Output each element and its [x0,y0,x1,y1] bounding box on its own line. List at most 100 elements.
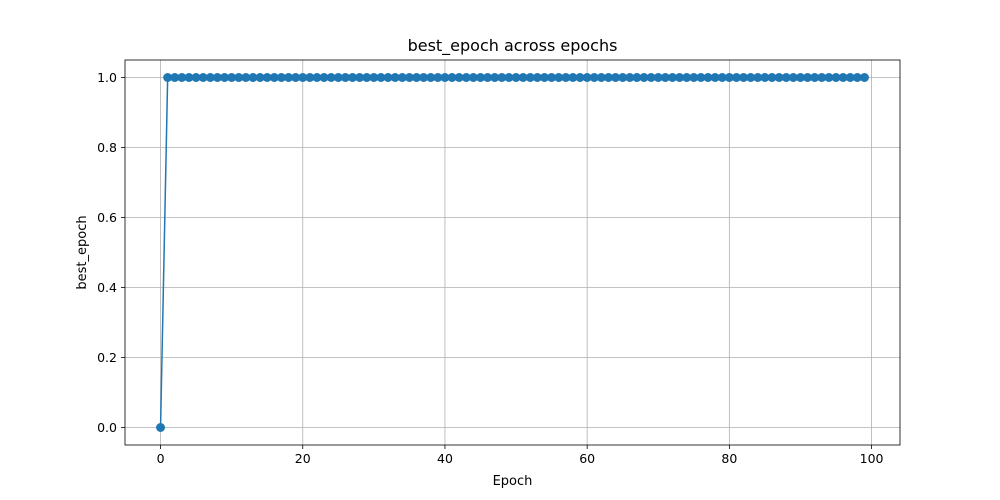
data-point [305,73,315,82]
data-point [170,73,180,82]
data-point [333,73,343,82]
data-point [817,73,827,82]
data-point [532,73,542,82]
y-tick-label: 0.2 [97,350,117,365]
data-point [212,73,222,82]
data-point [803,73,813,82]
x-tick-label: 0 [157,451,165,466]
data-point [433,73,443,82]
data-point [710,73,720,82]
data-point [234,73,244,82]
data-point [348,73,358,82]
data-point [682,73,692,82]
data-point [561,73,571,82]
x-tick-label: 20 [295,451,311,466]
data-point [667,73,677,82]
data-point [739,73,749,82]
data-point [603,73,613,82]
data-point [781,73,791,82]
data-point [717,73,727,82]
data-point [284,73,294,82]
data-point [426,73,436,82]
data-point [497,73,507,82]
data-point [390,73,400,82]
data-point [675,73,685,82]
data-point [596,73,606,82]
data-point [746,73,756,82]
data-point [653,73,663,82]
data-point [838,73,848,82]
data-point [177,73,187,82]
data-point [220,73,230,82]
y-tick-label: 1.0 [97,70,117,85]
data-point [525,73,535,82]
data-point [476,73,486,82]
data-point [440,73,450,82]
data-point [340,73,350,82]
data-point [539,73,549,82]
data-point [326,73,336,82]
x-axis-label: Epoch [493,474,533,489]
series-line [159,76,865,428]
grid [125,60,900,445]
data-point [397,73,407,82]
data-point [483,73,493,82]
data-point [689,73,699,82]
data-point [312,73,322,82]
series-layer [156,73,869,432]
data-point [461,73,471,82]
data-point [269,73,279,82]
x-tick-label: 100 [860,451,884,466]
data-point [447,73,457,82]
data-point [568,73,578,82]
data-point [696,73,706,82]
y-tick-label: 0.0 [97,420,117,435]
data-point [248,73,258,82]
data-point [788,73,798,82]
data-point [831,73,841,82]
axis-ticks: 0 20 40 60 80 100 0.0 0.2 0.4 0.6 0.8 1.0 [97,70,883,466]
data-point [852,73,862,82]
data-point [468,73,478,82]
data-point [795,73,805,82]
data-point [490,73,500,82]
y-tick-label: 0.8 [97,140,117,155]
data-point [383,73,393,82]
data-point [412,73,422,82]
data-point [298,73,308,82]
data-point [639,73,649,82]
data-point [227,73,237,82]
data-point [575,73,585,82]
data-point [262,73,272,82]
data-point [156,423,166,432]
data-point [859,73,869,82]
data-point [291,73,301,82]
data-point [660,73,670,82]
data-point [611,73,621,82]
data-point [184,73,194,82]
data-point [767,73,777,82]
data-point [241,73,251,82]
data-point [618,73,628,82]
y-tick-label: 0.4 [97,280,117,295]
data-point [163,73,173,82]
data-point [547,73,557,82]
data-point [760,73,770,82]
data-point [355,73,365,82]
data-point [255,73,265,82]
data-point [191,73,201,82]
data-point [582,73,592,82]
data-point [845,73,855,82]
data-point [276,73,286,82]
data-point [454,73,464,82]
data-point [404,73,414,82]
data-point [703,73,713,82]
data-point [376,73,386,82]
data-point [589,73,599,82]
data-point [369,73,379,82]
data-point [632,73,642,82]
data-point [753,73,763,82]
data-point [198,73,208,82]
x-tick-label: 40 [437,451,453,466]
